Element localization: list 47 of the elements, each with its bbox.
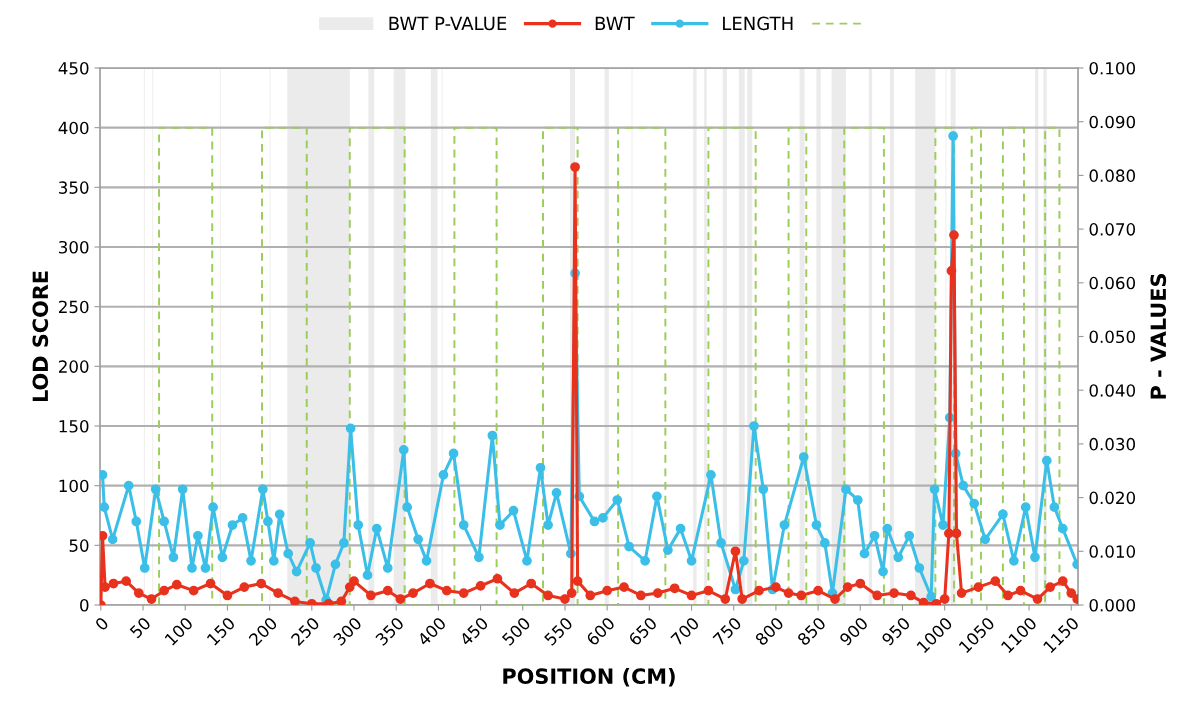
x-tick-label: 100 [164,616,194,646]
x-tick-label: 0 [94,616,110,632]
y-tick-label: 100 [59,479,89,493]
y2-tick-label: 0.050 [1089,330,1136,344]
y2-tick-label: 0.030 [1089,437,1136,451]
x-tick-label: 700 [670,616,700,647]
y-tick-label: 150 [59,419,89,433]
y2-tick-label: 0.040 [1089,384,1136,397]
x-tick-label: 750 [712,616,743,647]
y2-tick-label: 0.060 [1089,276,1136,290]
legend-label: LENGTH [723,16,793,31]
x-tick-label: 950 [880,616,911,647]
y-axis-title: LOD SCORE [32,271,49,402]
y2-tick-label: 0.080 [1089,169,1136,182]
y2-tick-label: 0.100 [1089,61,1136,75]
x-tick-label: 50 [129,616,152,639]
y-tick-label: 450 [58,61,89,75]
x-tick-label: 650 [627,616,658,647]
y2-axis-title: P - VALUES [1150,274,1167,399]
y-tick-label: 300 [59,240,89,254]
y-tick-label: 400 [58,121,89,135]
y-tick-label: 350 [59,181,89,194]
y2-tick-label: 0.070 [1089,223,1136,236]
y-tick-label: 50 [69,539,89,552]
y-tick-label: 200 [58,360,89,373]
x-tick-label: 200 [248,616,278,647]
x-tick-label: 550 [543,616,574,647]
y2-tick-label: 0.010 [1089,545,1136,558]
y-tick-label: 250 [58,300,89,314]
x-tick-label: 350 [374,616,405,647]
y2-tick-label: 0.090 [1089,115,1136,129]
y-tick-label: 0 [80,598,89,612]
x-tick-label: 300 [332,616,363,647]
x-tick-label: 150 [206,616,236,646]
x-tick-label: 850 [796,616,827,647]
x-tick-label: 400 [416,616,447,647]
x-tick-label: 450 [458,616,489,647]
x-tick-label: 900 [838,616,869,647]
x-tick-label: 600 [585,616,616,647]
legend-label: BWT P-VALUE [389,16,507,31]
y2-tick-label: 0.020 [1089,491,1136,505]
legend-label: BWT [595,16,635,30]
x-axis-title: POSITION (CM) [503,667,675,687]
x-tick-label: 500 [501,616,532,647]
x-tick-label: 250 [290,616,321,647]
y2-tick-label: 0.000 [1089,598,1136,612]
x-tick-label: 800 [754,616,785,647]
